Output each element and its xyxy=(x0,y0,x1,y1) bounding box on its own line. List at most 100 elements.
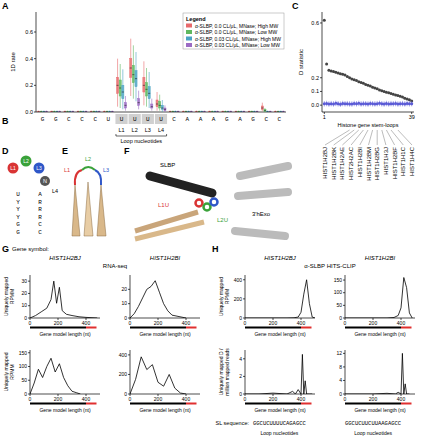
whisker xyxy=(186,111,187,112)
error-bar xyxy=(331,101,332,106)
whisker xyxy=(270,111,271,112)
median xyxy=(156,104,158,105)
y-tick-label: 50 xyxy=(21,377,27,383)
leader-line xyxy=(391,130,403,145)
box xyxy=(77,111,79,112)
y-tick-label: 0.2 xyxy=(311,75,319,81)
leader-line xyxy=(342,130,358,145)
median xyxy=(261,108,263,109)
whisker xyxy=(178,111,179,112)
gene-model-sl xyxy=(186,327,197,329)
stem-base: Y xyxy=(16,206,20,213)
median xyxy=(80,111,82,112)
y-tick xyxy=(28,380,30,381)
whisker xyxy=(122,69,123,109)
error-bar xyxy=(391,101,392,106)
loop-title: Loop nucleotides xyxy=(120,138,162,144)
box xyxy=(93,111,95,112)
box xyxy=(169,111,171,112)
strand xyxy=(72,185,80,236)
median xyxy=(67,111,69,112)
stem-base: G xyxy=(16,221,20,228)
box xyxy=(98,111,100,112)
box xyxy=(253,111,255,112)
whisker xyxy=(199,111,200,112)
loop-node-label: L1 xyxy=(10,165,16,171)
y-tick-label: 0.6 xyxy=(25,29,33,35)
error-bar xyxy=(374,101,375,106)
gene-model-sl xyxy=(301,327,312,329)
whisker xyxy=(222,111,223,112)
whisker xyxy=(275,111,276,112)
box xyxy=(56,111,58,112)
error-bar xyxy=(335,101,336,106)
y-tick xyxy=(34,32,36,33)
whisker xyxy=(70,111,71,112)
leader-line xyxy=(382,130,386,145)
y-tick-label: 0.0 xyxy=(25,109,33,115)
whisker xyxy=(251,111,252,112)
box xyxy=(209,111,211,112)
whisker xyxy=(83,111,84,112)
legend-label: α-SLBP, 0.03 CL/μL, MNase; Low MW xyxy=(195,42,280,48)
median xyxy=(235,111,237,112)
category-label: C xyxy=(80,116,84,123)
box xyxy=(64,111,66,112)
box xyxy=(145,83,147,96)
x-tick-label: 200 xyxy=(54,396,63,402)
whisker xyxy=(109,111,110,112)
box xyxy=(132,65,134,82)
loop xyxy=(196,200,203,207)
median xyxy=(274,111,276,112)
box xyxy=(161,105,163,109)
stem-base: C xyxy=(38,221,42,228)
error-bar xyxy=(347,101,348,106)
box xyxy=(198,111,200,112)
plot xyxy=(30,358,80,394)
median xyxy=(185,111,187,112)
diagram-d: L1L2L3NL4UYYYGGARRRCC xyxy=(8,156,59,236)
gene-label: HIST1H2BJ xyxy=(322,147,328,179)
y-tick-label: 0 xyxy=(339,315,342,321)
y-axis-title: Uniquely mapped D /million mapped reads xyxy=(218,348,230,396)
box xyxy=(201,111,203,112)
x-axis xyxy=(322,112,414,113)
median xyxy=(182,111,184,112)
category-label: G xyxy=(225,116,229,123)
category-label: A xyxy=(238,116,242,123)
box xyxy=(195,111,197,112)
category-label: C xyxy=(172,116,176,123)
box xyxy=(80,111,82,112)
gene-label: HIST1H2BK xyxy=(331,147,337,180)
gene-title: HIST1H2BI xyxy=(150,255,181,261)
median xyxy=(214,111,216,112)
y-tick xyxy=(243,298,245,299)
plot xyxy=(345,278,412,318)
line xyxy=(245,280,315,318)
whisker xyxy=(136,52,137,101)
box xyxy=(130,59,132,78)
x-axis-title: Gene model length (nt) xyxy=(254,407,305,413)
y-tick xyxy=(343,305,345,306)
box xyxy=(109,111,111,112)
error-bar xyxy=(411,101,412,106)
label-line: RPMM xyxy=(9,289,15,304)
box xyxy=(256,111,258,112)
whisker xyxy=(72,111,73,112)
strand xyxy=(97,185,106,236)
median xyxy=(174,111,176,112)
box xyxy=(53,111,55,112)
stem-base: U xyxy=(16,191,20,198)
y-tick-label: 0 xyxy=(239,391,242,397)
x-tick-label: 0 xyxy=(344,396,347,402)
leader-line xyxy=(398,130,412,145)
box xyxy=(235,111,237,112)
x-tick-label: 0 xyxy=(344,320,347,326)
median xyxy=(95,111,97,112)
line-panel: Uniquely mappedRPMM0501001500200400Gene … xyxy=(3,350,100,413)
y-tick-label: 0.6 xyxy=(311,20,319,26)
plot xyxy=(245,280,315,318)
legend-label: α-SLBP, 0.03 CL/μL, MNase; High MW xyxy=(195,36,281,42)
leader-line xyxy=(325,130,350,145)
whisker xyxy=(196,111,197,112)
